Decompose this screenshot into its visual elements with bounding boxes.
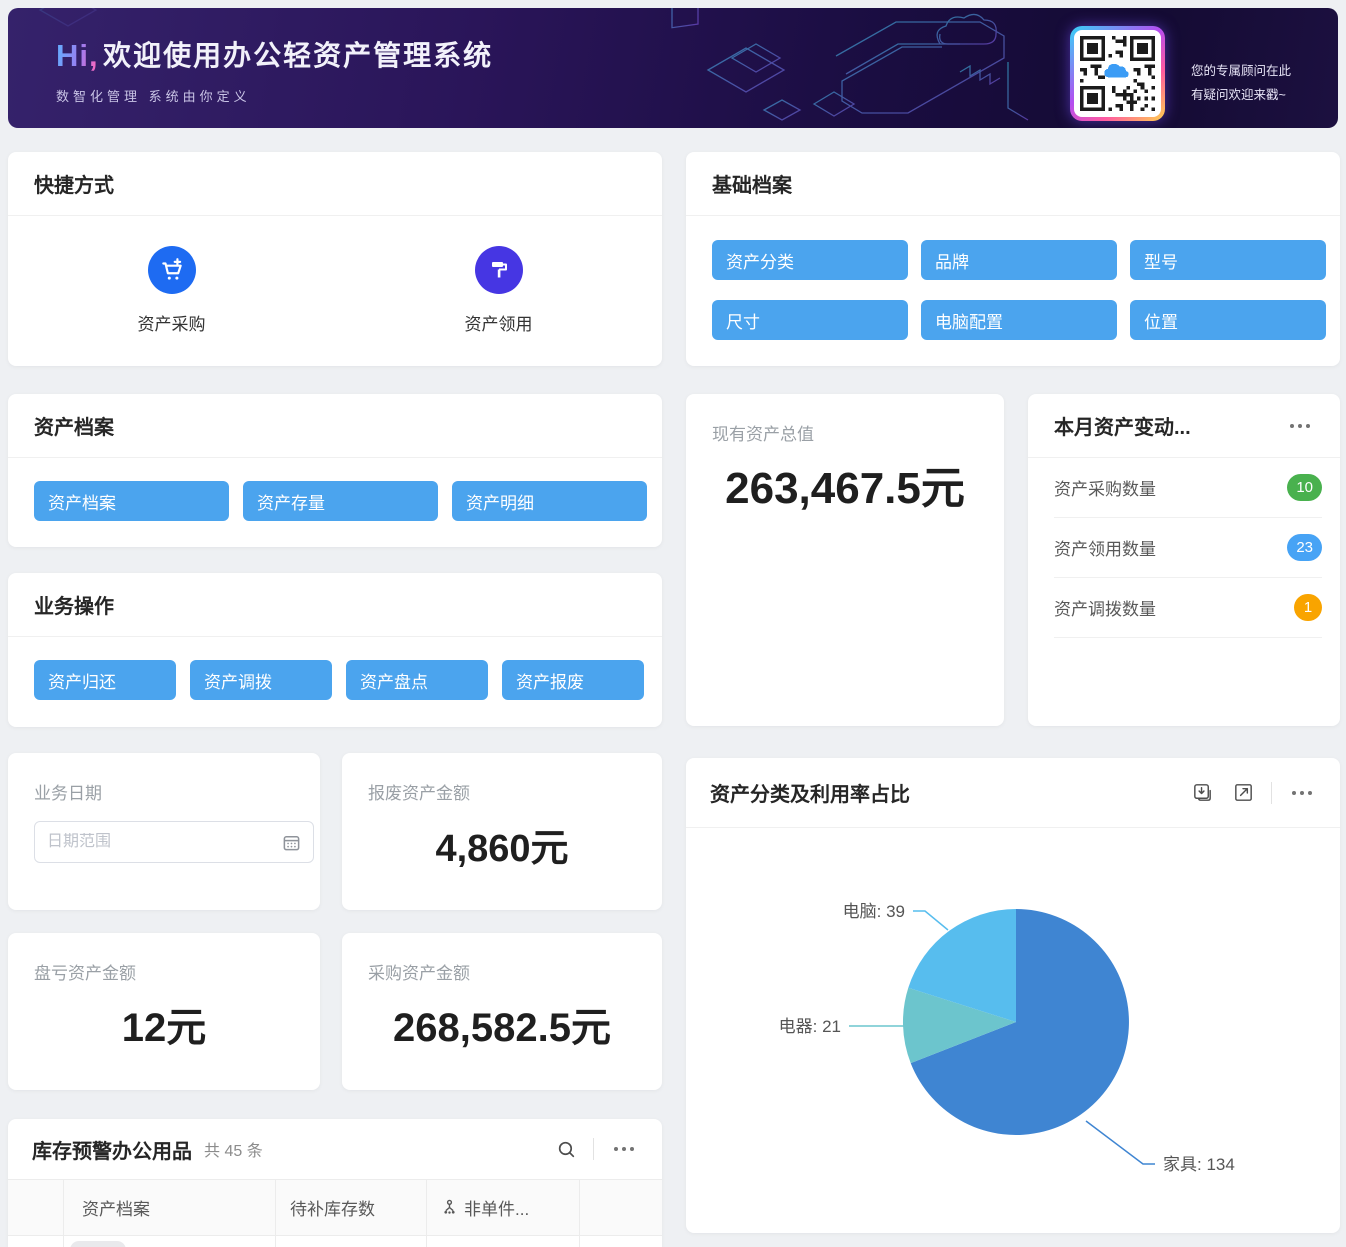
button-asset-detail[interactable]: 资产明细 (452, 481, 647, 521)
loss-amount-value: 12元 (121, 1006, 207, 1050)
button-brand[interactable]: 品牌 (921, 240, 1117, 280)
asset-archives-card: 资产档案 资产档案 资产存量 资产明细 (8, 394, 662, 547)
pie-chart: 家具: 134 电器: 21 电脑: 39 (779, 902, 1235, 1174)
thumbnail-placeholder (70, 1241, 126, 1247)
monthly-row-transfer: 资产调拨数量 1 (1054, 578, 1322, 638)
pie-slice-电脑[interactable] (908, 909, 1016, 1022)
monthly-row-purchase: 资产采购数量 10 (1054, 458, 1322, 518)
button-asset-transfer[interactable]: 资产调拨 (190, 660, 332, 700)
button-asset-category[interactable]: 资产分类 (712, 240, 908, 280)
cart-plus-icon (147, 246, 196, 294)
asset-category-pie-card: 资产分类及利用率占比 家具: 134 电器: 21 电脑: 39 (686, 758, 1340, 1233)
button-asset-stock[interactable]: 资产存量 (243, 481, 438, 521)
purchase-amount-label: 采购资产金额 (368, 964, 470, 983)
welcome-banner: Hi, 欢迎使用办公轻资产管理系统 数智化管理 系统由你定义 您的专属顾问在此 … (8, 8, 1338, 128)
button-model[interactable]: 型号 (1130, 240, 1326, 280)
business-ops-card: 业务操作 资产归还 资产调拨 资产盘点 资产报废 (8, 573, 662, 727)
base-archives-card: 基础档案 资产分类 品牌 型号 尺寸 电脑配置 位置 (686, 152, 1340, 366)
banner-title: 欢迎使用办公轻资产管理系统 (103, 40, 494, 71)
loss-amount-label: 盘亏资产金额 (34, 964, 136, 983)
scrap-amount-value: 4,860元 (435, 828, 569, 870)
date-range-input[interactable] (47, 833, 282, 851)
transfer-count-badge: 1 (1294, 594, 1322, 621)
total-assets-card: 现有资产总值 263,467.5元 (686, 394, 1004, 726)
shortcut-asset-receive[interactable]: 资产领用 (335, 246, 662, 335)
pie-label: 电脑: 39 (843, 902, 905, 921)
inventory-warning-title: 库存预警办公用品 (32, 1140, 192, 1163)
pie-slice-电器[interactable] (902, 987, 1016, 1064)
business-date-card: 业务日期 (8, 753, 320, 910)
qr-caption: 您的专属顾问在此 有疑问欢迎来戳~ (1191, 64, 1292, 102)
shortcut-label: 资产领用 (464, 315, 533, 334)
total-assets-value: 263,467.5元 (725, 464, 965, 513)
calendar-icon (283, 835, 300, 850)
monthly-changes-title: 本月资产变动... (1054, 417, 1191, 439)
search-icon[interactable] (556, 1139, 577, 1160)
column-restock-qty[interactable]: 待补库存数 (276, 1179, 427, 1236)
shortcut-label: 资产采购 (137, 315, 206, 334)
purchase-count-badge: 10 (1287, 474, 1322, 501)
more-icon[interactable] (1288, 787, 1316, 799)
banner-text-block: Hi, 欢迎使用办公轻资产管理系统 数智化管理 系统由你定义 (56, 34, 493, 105)
more-icon[interactable] (1286, 420, 1314, 432)
download-icon[interactable] (1191, 781, 1214, 804)
button-asset-check[interactable]: 资产盘点 (346, 660, 488, 700)
pie-card-title: 资产分类及利用率占比 (710, 784, 910, 806)
inventory-table: 资产档案 待补库存数 非单件... (8, 1179, 662, 1247)
button-size[interactable]: 尺寸 (712, 300, 908, 340)
business-ops-title: 业务操作 (8, 573, 662, 637)
scrap-amount-card: 报废资产金额 4,860元 (342, 753, 662, 910)
purchase-amount-card: 采购资产金额 268,582.5元 (342, 933, 662, 1090)
table-row[interactable] (8, 1236, 662, 1247)
button-asset-scrap[interactable]: 资产报废 (502, 660, 644, 700)
paint-roller-icon (474, 246, 523, 294)
loss-amount-card: 盘亏资产金额 12元 (8, 933, 320, 1090)
button-asset-archive[interactable]: 资产档案 (34, 481, 229, 521)
divider (593, 1138, 594, 1160)
divider (1271, 781, 1272, 804)
purchase-amount-value: 268,582.5元 (393, 1006, 611, 1050)
column-non-single[interactable]: 非单件... (427, 1179, 580, 1236)
total-assets-label: 现有资产总值 (712, 425, 814, 444)
column-asset-archive[interactable]: 资产档案 (64, 1179, 276, 1236)
branch-icon (444, 1199, 455, 1214)
consultant-qr-code (1070, 26, 1165, 121)
monthly-changes-card: 本月资产变动... 资产采购数量 10 资产领用数量 23 资产调拨数量 1 (1028, 394, 1340, 726)
shortcuts-title: 快捷方式 (8, 152, 662, 216)
selection-column-header[interactable] (8, 1179, 64, 1236)
qr-code-svg (1080, 36, 1155, 111)
shortcut-asset-purchase[interactable]: 资产采购 (8, 246, 335, 335)
asset-archives-title: 资产档案 (8, 394, 662, 458)
monthly-row-receive: 资产领用数量 23 (1054, 518, 1322, 578)
inventory-warning-card: 库存预警办公用品 共 45 条 资产档案 待补库存数 (8, 1119, 662, 1247)
button-asset-return[interactable]: 资产归还 (34, 660, 176, 700)
pie-label-line (1085, 1120, 1155, 1165)
pie-slice-家具[interactable] (910, 909, 1129, 1135)
inventory-count: 共 45 条 (204, 1143, 263, 1160)
button-computer-config[interactable]: 电脑配置 (921, 300, 1117, 340)
shortcuts-card: 快捷方式 资产采购 (8, 152, 662, 366)
scrap-amount-label: 报废资产金额 (368, 784, 470, 803)
receive-count-badge: 23 (1287, 534, 1322, 561)
base-archives-title: 基础档案 (686, 152, 1340, 216)
more-icon[interactable] (610, 1143, 638, 1155)
pie-label-line (913, 910, 949, 931)
banner-subtitle: 数智化管理 系统由你定义 (56, 89, 251, 104)
button-location[interactable]: 位置 (1130, 300, 1326, 340)
banner-decoration-graphic (38, 8, 1029, 128)
pie-label: 家具: 134 (1163, 1155, 1235, 1174)
banner-greeting: Hi, (56, 38, 99, 73)
business-date-label: 业务日期 (34, 784, 102, 803)
table-header-row: 资产档案 待补库存数 非单件... (8, 1179, 662, 1236)
pie-label: 电器: 21 (779, 1017, 841, 1036)
expand-icon[interactable] (1232, 781, 1255, 804)
date-range-picker[interactable] (34, 821, 314, 863)
